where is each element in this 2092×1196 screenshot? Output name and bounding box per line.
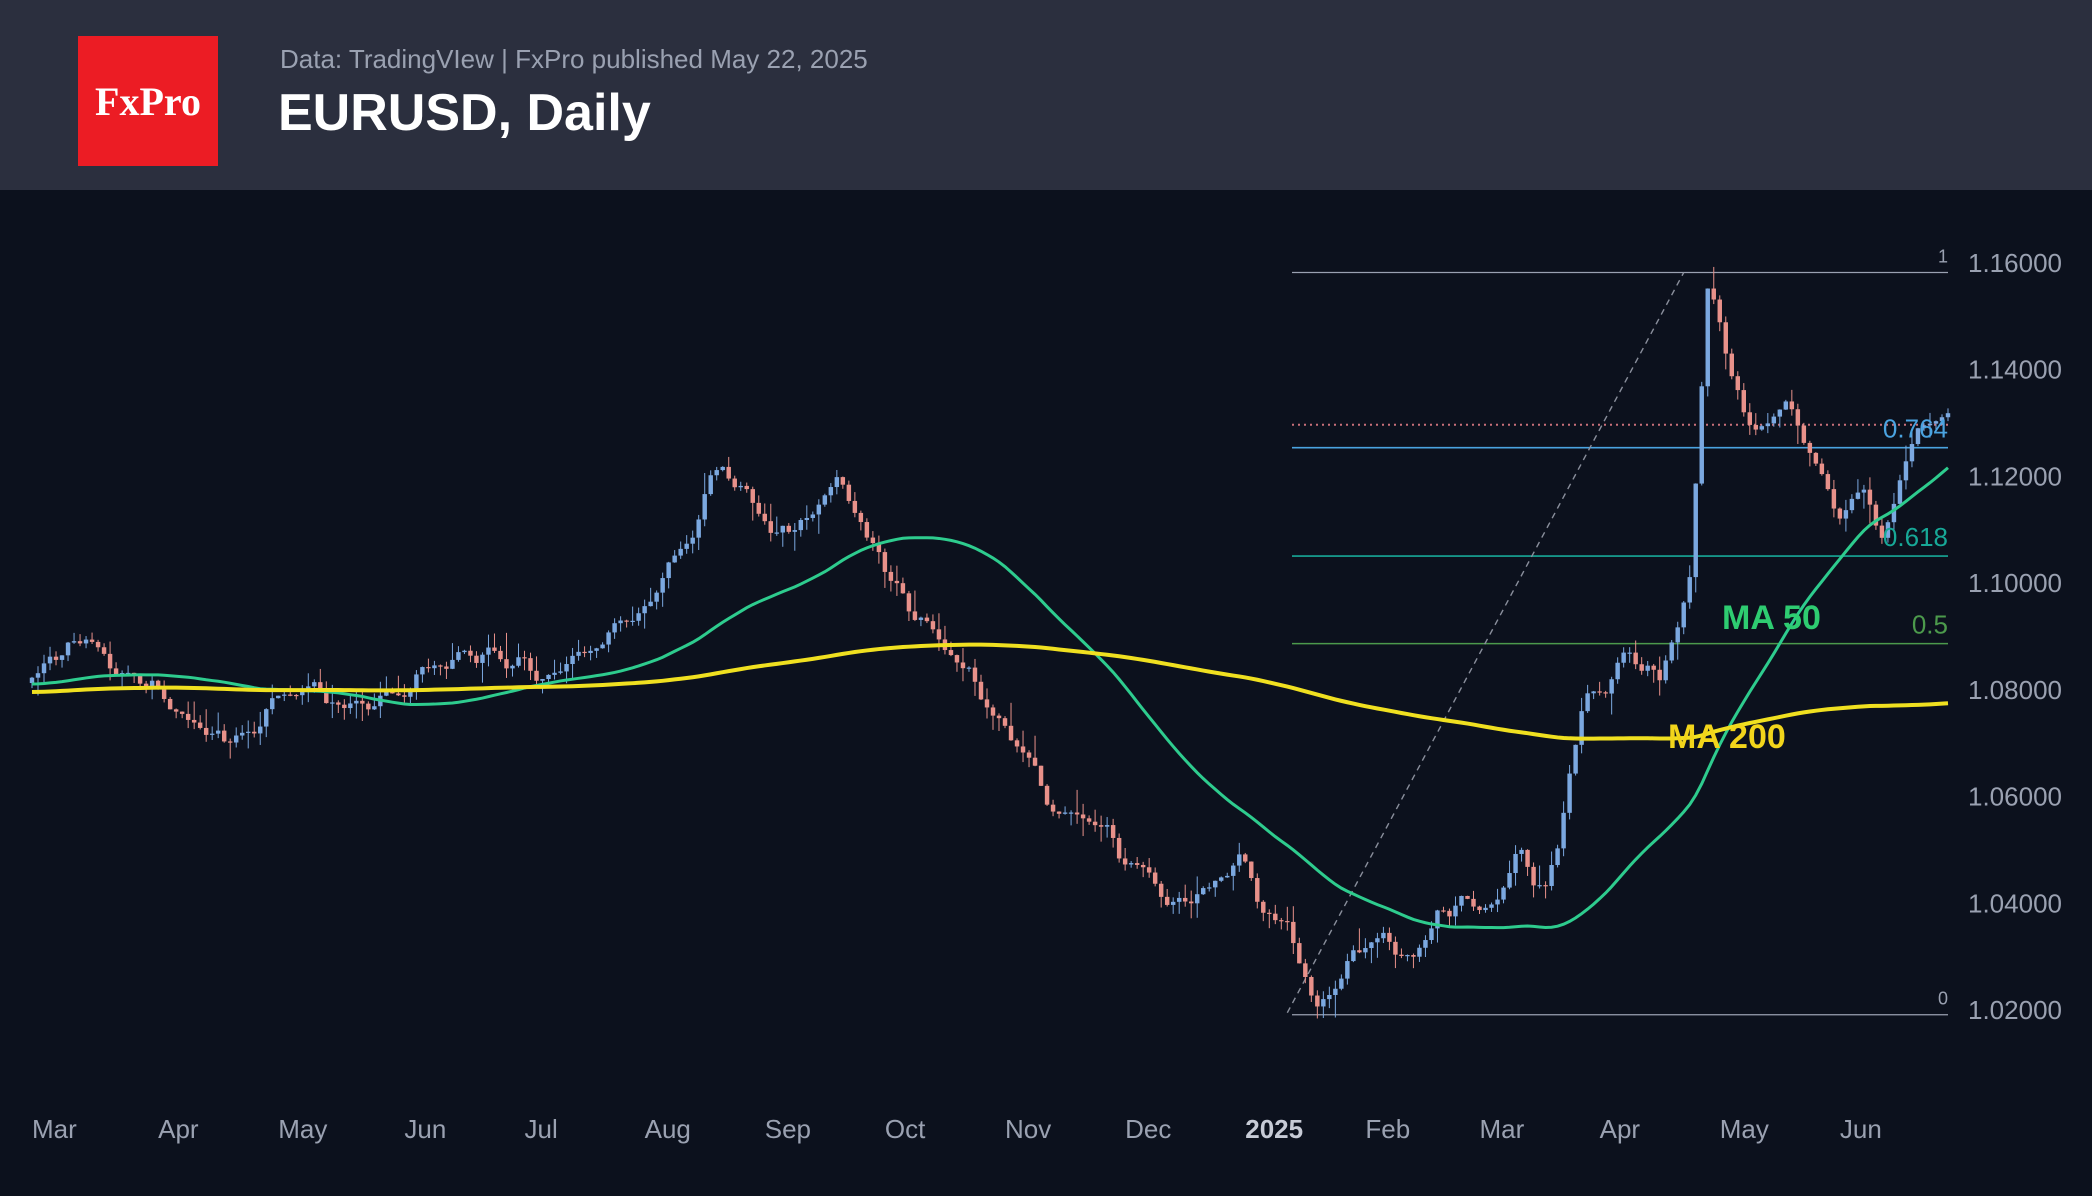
svg-text:0: 0 bbox=[1938, 989, 1948, 1009]
svg-text:1.08000: 1.08000 bbox=[1968, 675, 2062, 705]
svg-text:1.10000: 1.10000 bbox=[1968, 568, 2062, 598]
svg-text:Jun: Jun bbox=[1840, 1114, 1882, 1144]
svg-text:Jul: Jul bbox=[525, 1114, 558, 1144]
svg-text:1: 1 bbox=[1938, 247, 1948, 267]
svg-text:1.16000: 1.16000 bbox=[1968, 248, 2062, 278]
svg-text:Dec: Dec bbox=[1125, 1114, 1171, 1144]
svg-text:Apr: Apr bbox=[158, 1114, 199, 1144]
svg-text:MA 200: MA 200 bbox=[1668, 718, 1786, 756]
svg-text:Feb: Feb bbox=[1365, 1114, 1410, 1144]
svg-text:0.5: 0.5 bbox=[1912, 610, 1948, 640]
svg-text:0.764: 0.764 bbox=[1883, 414, 1948, 444]
svg-text:1.04000: 1.04000 bbox=[1968, 888, 2062, 918]
svg-text:1.02000: 1.02000 bbox=[1968, 995, 2062, 1025]
svg-text:May: May bbox=[1720, 1114, 1769, 1144]
svg-text:Nov: Nov bbox=[1005, 1114, 1051, 1144]
svg-text:Jun: Jun bbox=[404, 1114, 446, 1144]
svg-text:Aug: Aug bbox=[645, 1114, 691, 1144]
svg-text:2025: 2025 bbox=[1245, 1114, 1303, 1144]
svg-text:Mar: Mar bbox=[32, 1114, 77, 1144]
svg-text:Oct: Oct bbox=[885, 1114, 926, 1144]
svg-text:1.12000: 1.12000 bbox=[1968, 461, 2062, 491]
svg-text:Apr: Apr bbox=[1600, 1114, 1641, 1144]
svg-text:1.14000: 1.14000 bbox=[1968, 355, 2062, 385]
svg-text:Mar: Mar bbox=[1480, 1114, 1525, 1144]
svg-text:Sep: Sep bbox=[765, 1114, 811, 1144]
svg-text:0.618: 0.618 bbox=[1883, 522, 1948, 552]
svg-text:1.06000: 1.06000 bbox=[1968, 782, 2062, 812]
svg-text:MA 50: MA 50 bbox=[1722, 599, 1821, 637]
svg-text:May: May bbox=[278, 1114, 327, 1144]
